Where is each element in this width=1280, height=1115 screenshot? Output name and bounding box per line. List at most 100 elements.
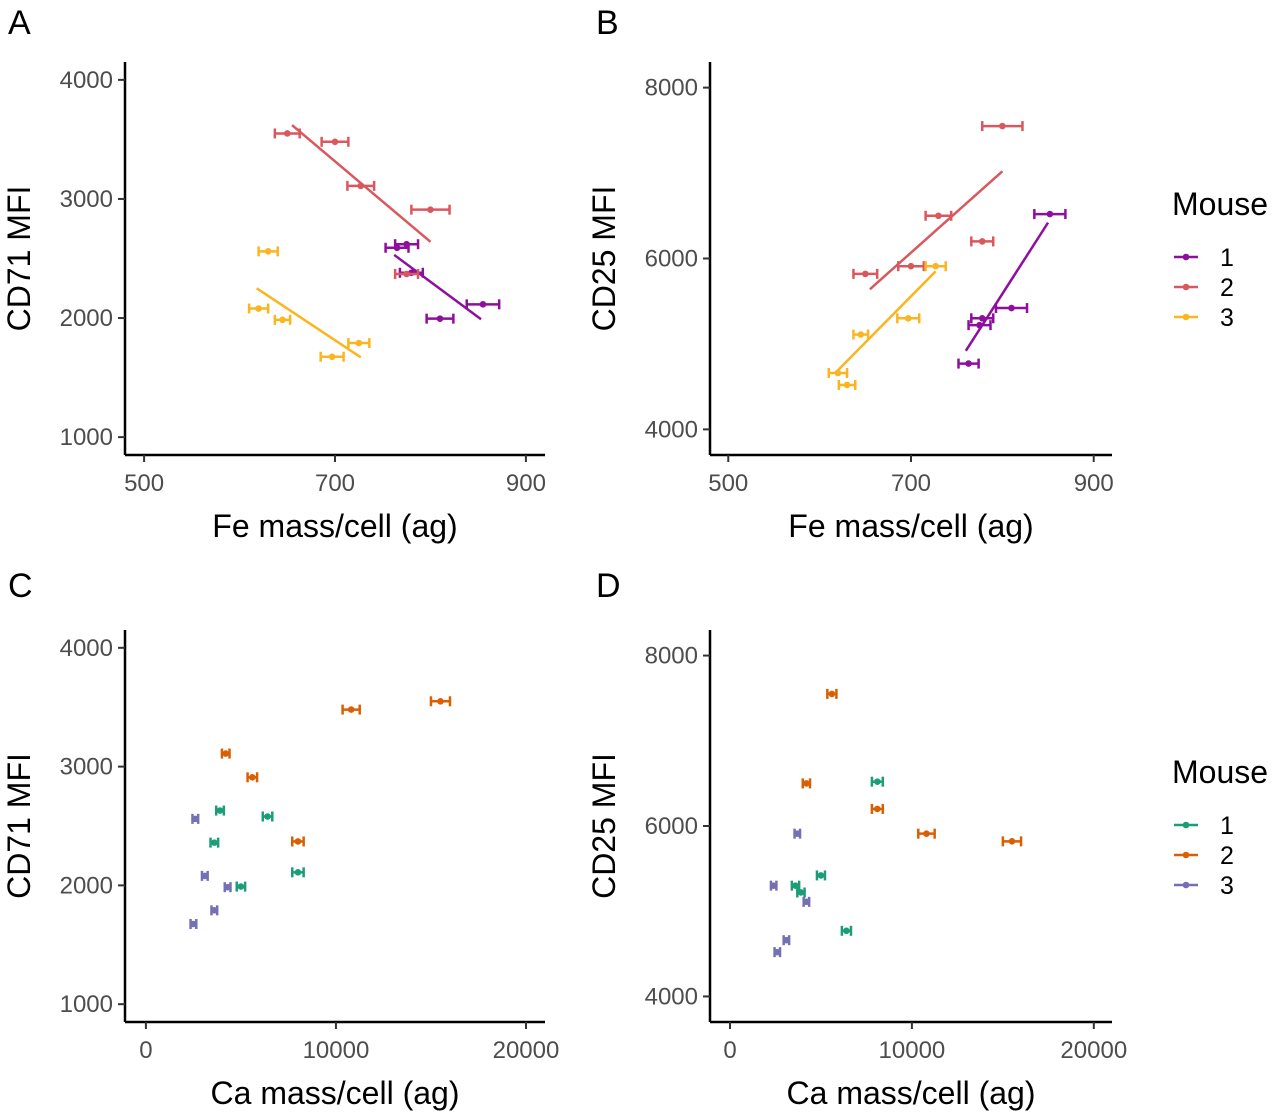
data-point [427,206,434,213]
data-point [264,248,272,255]
data-point [770,882,777,889]
legend-entry: 1 [1174,244,1234,272]
data-point [328,353,336,361]
y-tick-label: 4000 [645,983,698,1010]
data-point [935,212,942,220]
data-point [347,706,355,713]
series-2 [273,124,451,279]
legend-entry: 1 [1174,812,1234,840]
data-point [190,920,197,928]
y-tick-label: 1000 [60,991,113,1018]
series-1 [384,239,501,324]
legend-key-point [1182,283,1190,291]
legend-key-point [1182,851,1190,859]
x-tick-label: 0 [723,1037,736,1064]
x-tick-label: 20000 [1060,1037,1127,1064]
data-point [355,339,363,347]
y-axis-title: CD25 MFI [586,186,622,332]
panel-b: B 4000 6000 8000 500 700 900 Fe mass/cell (ag) C… [586,4,1114,544]
data-point [843,381,851,389]
y-axis-title: CD25 MFI [586,753,622,899]
data-point [283,130,291,137]
legend-label: 3 [1220,872,1234,900]
data-point [224,883,231,891]
data-point [978,315,986,322]
data-point [331,138,339,146]
x-tick-label: 20000 [493,1037,560,1064]
fit-line [869,170,1004,291]
data-point [237,883,245,890]
fit-line [393,253,482,321]
legend-label: 2 [1220,842,1234,870]
legend-label: 1 [1220,812,1234,840]
legend-label: 1 [1220,244,1234,272]
data-point [774,948,781,956]
legend-key-point [1182,881,1190,889]
panel-label: C [8,567,33,605]
legend-key-point [1182,821,1190,829]
data-point [1008,304,1015,312]
data-point [797,889,805,896]
series-3 [827,261,947,390]
y-axis-title: CD71 MFI [1,753,37,899]
data-point [904,315,912,322]
y-tick-label: 4000 [645,416,698,443]
x-tick-label: 700 [891,470,931,497]
series-3 [189,813,232,929]
y-tick-label: 8000 [645,75,698,102]
legend-entry: 2 [1174,842,1234,870]
y-tick-label: 3000 [60,754,113,781]
data-point [965,360,972,367]
x-tick-label: 700 [315,470,355,497]
series-1 [790,776,885,936]
data-point [792,882,799,889]
data-point [216,807,224,814]
data-point [222,750,230,757]
data-point [192,815,199,823]
y-tick-label: 1000 [60,424,113,451]
data-point [279,316,286,324]
data-point [874,778,881,785]
data-point [393,244,401,252]
data-point [436,315,444,322]
data-point [211,907,218,914]
data-point [437,697,444,705]
data-point [923,830,930,837]
panel-a: A 1000 2000 3000 4000 500 700 900 Fe mass/cell (… [1,4,546,544]
y-tick-label: 4000 [60,67,113,94]
data-point [357,182,365,190]
data-point [862,270,869,278]
data-point [817,872,825,879]
legend-key-point [1182,313,1190,321]
x-axis-title: Fe mass/cell (ag) [212,508,457,544]
series-3 [769,828,811,958]
legend-entry: 3 [1174,304,1234,332]
legend-key-point [1182,253,1190,261]
data-point [907,262,915,270]
data-point [978,238,986,245]
x-axis-title: Fe mass/cell (ag) [788,508,1033,544]
fit-line [964,221,1050,352]
panel-d: D 4000 6000 8000 0 10000 20000 Ca mass/cell (ag… [586,567,1127,1111]
data-point [783,936,790,944]
legend-label: 2 [1220,274,1234,302]
legend-entry: 3 [1174,872,1234,900]
series-3 [247,246,371,362]
x-tick-label: 0 [139,1037,152,1064]
data-point [976,321,983,329]
y-tick-label: 6000 [645,813,698,840]
legend-entry: 2 [1174,274,1234,302]
data-point [1046,210,1054,218]
y-tick-label: 8000 [645,643,698,670]
data-point [874,805,881,813]
x-tick-label: 10000 [303,1037,370,1064]
data-point [794,830,801,837]
panel-label: B [596,4,619,42]
y-axis-title: CD71 MFI [1,186,37,332]
legend-title: Mouse [1172,754,1268,790]
data-point [249,773,256,781]
x-tick-label: 900 [506,470,546,497]
series-2 [220,696,452,847]
x-axis-title: Ca mass/cell (ag) [211,1075,460,1111]
